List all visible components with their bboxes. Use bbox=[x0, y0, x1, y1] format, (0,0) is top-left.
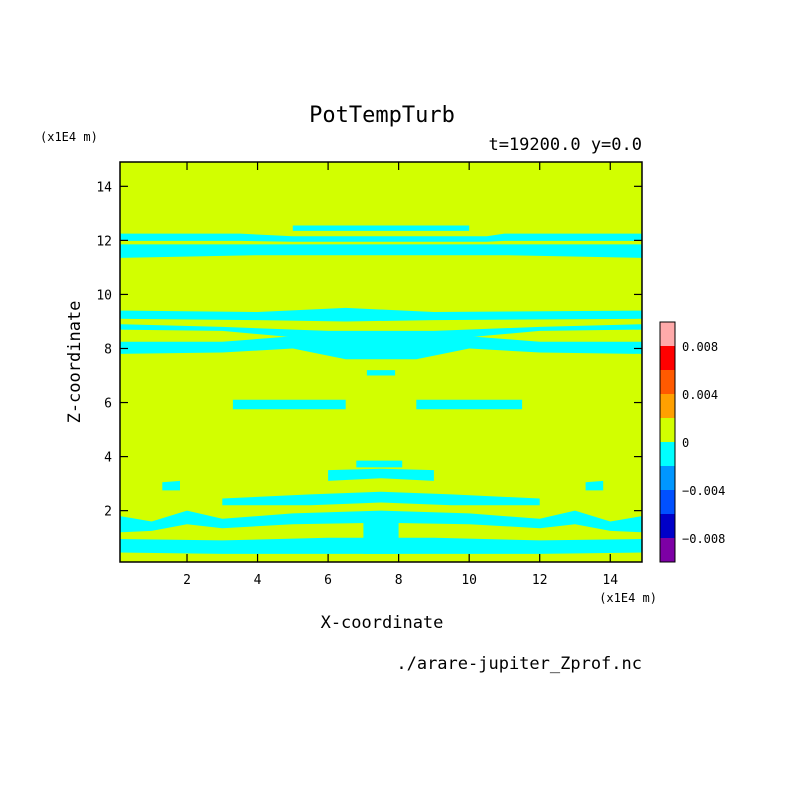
contour-region bbox=[366, 370, 396, 376]
colorbar-swatch bbox=[660, 418, 675, 442]
contour-region bbox=[416, 399, 523, 410]
source-file-label: ./arare-jupiter_Zprof.nc bbox=[396, 654, 642, 674]
y-tick-label: 10 bbox=[96, 288, 112, 303]
contour-region bbox=[162, 480, 180, 491]
y-axis-ticks: 2 4 6 8 10 12 14 bbox=[96, 180, 642, 520]
y-tick-label: 4 bbox=[104, 451, 112, 466]
x-tick-label: 2 bbox=[183, 573, 191, 588]
contour-region bbox=[363, 521, 399, 554]
y-tick-label: 14 bbox=[96, 180, 112, 195]
colorbar-swatch bbox=[660, 442, 675, 466]
plot-area bbox=[119, 161, 643, 563]
x-axis-ticks: 2 4 6 8 10 12 14 bbox=[183, 162, 618, 588]
chart-title: PotTempTurb bbox=[309, 103, 455, 128]
x-tick-label: 14 bbox=[602, 573, 618, 588]
contour-regions bbox=[120, 225, 642, 554]
x-tick-label: 12 bbox=[532, 573, 548, 588]
y-tick-label: 12 bbox=[96, 234, 112, 249]
colorbar-frame bbox=[659, 321, 676, 563]
x-tick-label: 4 bbox=[254, 573, 262, 588]
contour-region bbox=[232, 399, 346, 410]
contour-region bbox=[356, 460, 403, 468]
contour-region bbox=[328, 468, 434, 481]
colorbar-tick-label: 0.008 bbox=[682, 340, 718, 354]
contour-region bbox=[120, 335, 642, 360]
colorbar-swatch bbox=[660, 466, 675, 490]
contour-region bbox=[120, 233, 642, 242]
contour-region bbox=[120, 244, 642, 258]
colorbar-swatch bbox=[660, 490, 675, 514]
colorbar-swatch bbox=[660, 346, 675, 370]
plot-frame bbox=[119, 161, 643, 563]
colorbar-tick-label: 0 bbox=[682, 436, 689, 450]
colorbar-tick-label: 0.004 bbox=[682, 388, 718, 402]
colorbar-swatch bbox=[660, 538, 675, 562]
colorbar-swatch bbox=[660, 322, 675, 346]
x-axis-title: X-coordinate bbox=[321, 613, 444, 633]
contour-region bbox=[292, 225, 470, 231]
contour-region bbox=[120, 510, 642, 533]
colorbar-swatch bbox=[660, 370, 675, 394]
x-tick-label: 8 bbox=[395, 573, 403, 588]
contour-region bbox=[222, 491, 540, 506]
contour-region bbox=[120, 307, 642, 322]
x-tick-label: 6 bbox=[324, 573, 332, 588]
y-tick-label: 2 bbox=[104, 505, 112, 520]
y-tick-label: 6 bbox=[104, 397, 112, 412]
y-axis-title: Z-coordinate bbox=[65, 301, 85, 424]
colorbar-tick-label: −0.004 bbox=[682, 484, 725, 498]
y-tick-label: 8 bbox=[104, 342, 112, 357]
colorbar: −0.008 −0.004 0 0.004 0.008 bbox=[659, 321, 725, 563]
colorbar-tick-label: −0.008 bbox=[682, 532, 725, 546]
contour-region bbox=[585, 480, 604, 491]
x-unit-label: (x1E4 m) bbox=[599, 591, 657, 605]
colorbar-swatch bbox=[660, 394, 675, 418]
colorbar-swatch bbox=[660, 514, 675, 538]
contour-region bbox=[120, 324, 642, 344]
chart-subtitle: t=19200.0 y=0.0 bbox=[488, 135, 642, 155]
y-unit-label: (x1E4 m) bbox=[40, 130, 98, 144]
x-tick-label: 10 bbox=[461, 573, 477, 588]
